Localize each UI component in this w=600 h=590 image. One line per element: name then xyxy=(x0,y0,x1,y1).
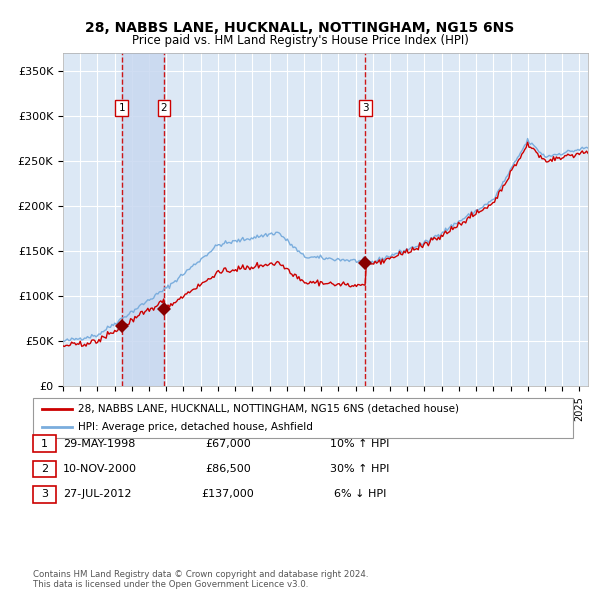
Text: £137,000: £137,000 xyxy=(202,490,254,499)
Text: 28, NABBS LANE, HUCKNALL, NOTTINGHAM, NG15 6NS (detached house): 28, NABBS LANE, HUCKNALL, NOTTINGHAM, NG… xyxy=(78,404,459,414)
Text: 27-JUL-2012: 27-JUL-2012 xyxy=(63,490,131,499)
Text: 30% ↑ HPI: 30% ↑ HPI xyxy=(331,464,389,474)
Text: 6% ↓ HPI: 6% ↓ HPI xyxy=(334,490,386,499)
Text: £86,500: £86,500 xyxy=(205,464,251,474)
Text: 2: 2 xyxy=(161,103,167,113)
Text: 10% ↑ HPI: 10% ↑ HPI xyxy=(331,439,389,448)
Bar xyxy=(122,53,164,386)
Text: 2: 2 xyxy=(41,464,48,474)
Text: 29-MAY-1998: 29-MAY-1998 xyxy=(63,439,136,448)
Text: 3: 3 xyxy=(362,103,369,113)
Text: Price paid vs. HM Land Registry's House Price Index (HPI): Price paid vs. HM Land Registry's House … xyxy=(131,34,469,47)
Text: 1: 1 xyxy=(41,439,48,448)
Text: £67,000: £67,000 xyxy=(205,439,251,448)
Text: 10-NOV-2000: 10-NOV-2000 xyxy=(63,464,137,474)
Text: Contains HM Land Registry data © Crown copyright and database right 2024.: Contains HM Land Registry data © Crown c… xyxy=(33,570,368,579)
Text: 3: 3 xyxy=(41,490,48,499)
Text: This data is licensed under the Open Government Licence v3.0.: This data is licensed under the Open Gov… xyxy=(33,579,308,589)
Text: 28, NABBS LANE, HUCKNALL, NOTTINGHAM, NG15 6NS: 28, NABBS LANE, HUCKNALL, NOTTINGHAM, NG… xyxy=(85,21,515,35)
Text: 1: 1 xyxy=(118,103,125,113)
Text: HPI: Average price, detached house, Ashfield: HPI: Average price, detached house, Ashf… xyxy=(78,422,313,432)
